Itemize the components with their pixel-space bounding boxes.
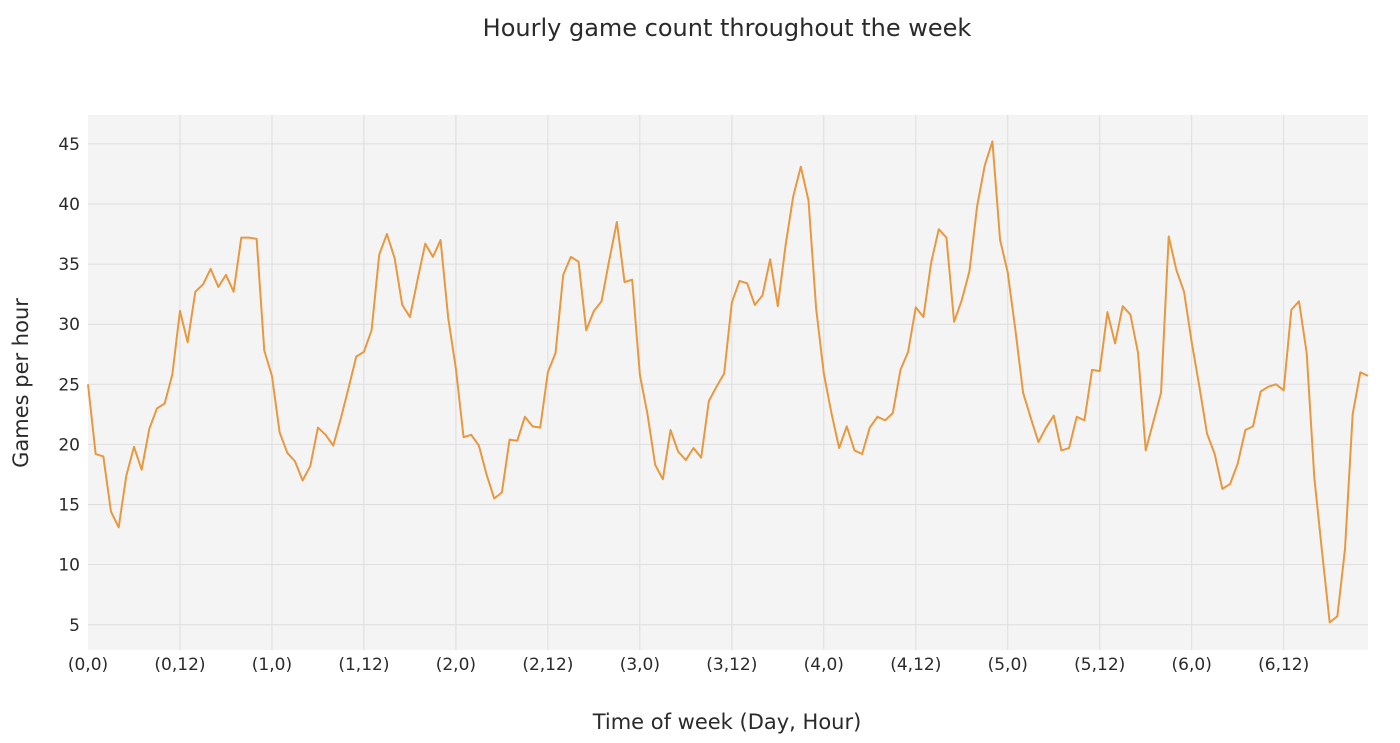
x-tick-label: (3,12) bbox=[706, 655, 757, 675]
chart-title: Hourly game count throughout the week bbox=[483, 14, 972, 42]
y-tick-label: 35 bbox=[58, 255, 80, 275]
y-tick-label: 40 bbox=[58, 195, 80, 215]
y-tick-label: 30 bbox=[58, 315, 80, 335]
x-tick-label: (4,0) bbox=[804, 655, 844, 675]
plot-area bbox=[88, 115, 1368, 650]
x-tick-label: (5,0) bbox=[988, 655, 1028, 675]
x-tick-label: (2,12) bbox=[522, 655, 573, 675]
x-gridlines bbox=[179, 115, 1285, 650]
y-tick-label: 20 bbox=[58, 435, 80, 455]
x-tick-label: (0,12) bbox=[154, 655, 205, 675]
x-axis-ticks: (0,0) (0,12) (1,0) (1,12) (2,0) (2,12) (3,0) (3… bbox=[68, 655, 1309, 675]
y-tick-label: 25 bbox=[58, 375, 80, 395]
y-axis-title: Games per hour bbox=[9, 298, 33, 468]
x-tick-label: (1,12) bbox=[338, 655, 389, 675]
x-tick-label: (2,0) bbox=[436, 655, 476, 675]
y-tick-label: 15 bbox=[58, 496, 80, 516]
x-tick-label: (4,12) bbox=[890, 655, 941, 675]
x-tick-label: (3,0) bbox=[620, 655, 660, 675]
series-line bbox=[87, 140, 1369, 624]
x-tick-label: (6,0) bbox=[1172, 655, 1212, 675]
y-tick-label: 10 bbox=[58, 556, 80, 576]
x-tick-label: (6,12) bbox=[1258, 655, 1309, 675]
x-tick-label: (0,0) bbox=[68, 655, 108, 675]
y-gridlines bbox=[88, 143, 1368, 626]
y-axis-ticks: 5 10 15 20 25 30 35 40 45 bbox=[58, 135, 80, 636]
y-tick-label: 45 bbox=[58, 135, 80, 155]
y-tick-label: 5 bbox=[69, 616, 80, 636]
x-tick-label: (5,12) bbox=[1074, 655, 1125, 675]
x-tick-label: (1,0) bbox=[252, 655, 292, 675]
x-axis-title: Time of week (Day, Hour) bbox=[592, 710, 862, 734]
